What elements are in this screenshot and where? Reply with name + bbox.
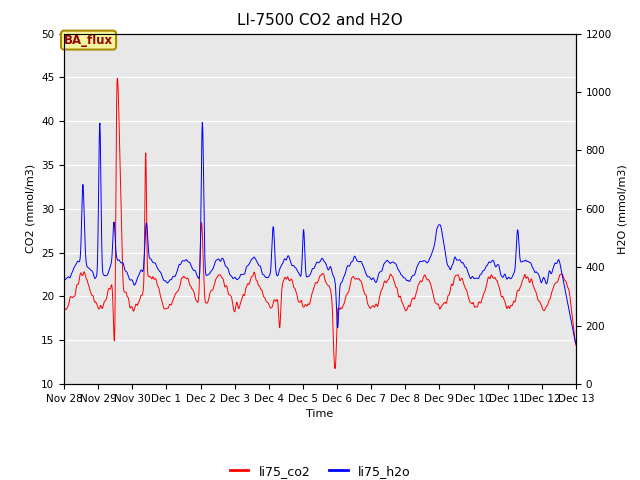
Y-axis label: CO2 (mmol/m3): CO2 (mmol/m3) [26, 164, 35, 253]
Title: LI-7500 CO2 and H2O: LI-7500 CO2 and H2O [237, 13, 403, 28]
Text: BA_flux: BA_flux [64, 34, 113, 47]
Y-axis label: H2O (mmol/m3): H2O (mmol/m3) [618, 164, 628, 253]
Legend: li75_co2, li75_h2o: li75_co2, li75_h2o [225, 460, 415, 480]
X-axis label: Time: Time [307, 409, 333, 419]
